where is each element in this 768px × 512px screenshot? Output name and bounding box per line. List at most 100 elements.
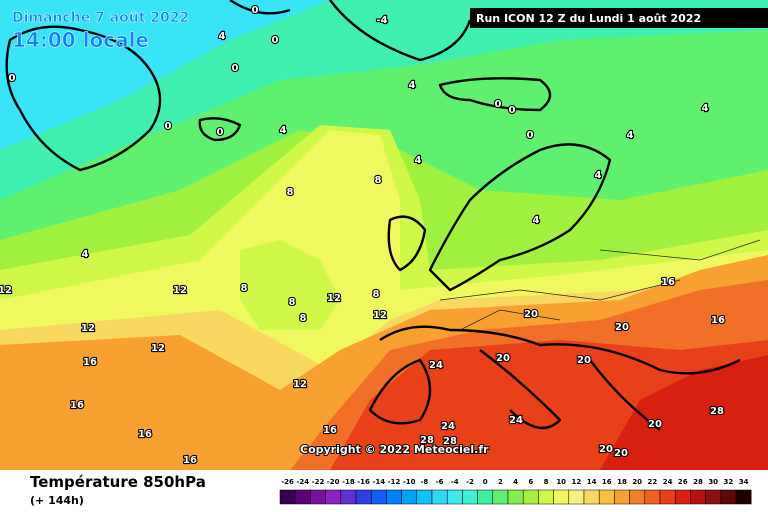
legend-tick-label: -20	[327, 478, 340, 486]
legend-tick-label: -14	[372, 478, 385, 486]
contour-label: 0	[272, 35, 279, 46]
legend-swatch	[310, 489, 326, 505]
contour-label: 24	[509, 415, 523, 426]
contour-label: 16	[70, 400, 84, 411]
run-info: Run ICON 12 Z du Lundi 1 août 2022	[476, 12, 701, 25]
contour-label: 8	[300, 313, 307, 324]
iceland-coast	[198, 117, 242, 142]
legend-tick-label: -10	[403, 478, 416, 486]
contour-label: 8	[287, 187, 294, 198]
contour-label: 24	[441, 421, 455, 432]
legend-swatch	[294, 489, 311, 505]
legend-swatch	[598, 489, 615, 505]
legend-swatch	[705, 489, 722, 505]
legend-swatch	[629, 489, 646, 505]
legend-swatch	[568, 489, 585, 505]
contour-labels: 0-404 00004000444444888888121212121212161…	[0, 4, 726, 467]
legend-swatch	[370, 489, 387, 505]
contour-label: 16	[183, 455, 197, 466]
contour-label: 0	[252, 5, 259, 16]
legend-tick-label: 2	[498, 478, 503, 486]
contour-label: -4	[376, 15, 387, 26]
legend-swatch	[416, 489, 433, 505]
legend-tick-label: 28	[693, 478, 703, 486]
contour-label: 28	[420, 435, 434, 446]
run-box	[470, 8, 768, 28]
coastlines	[5, 0, 761, 431]
legend-swatch	[401, 489, 418, 505]
legend-swatch	[507, 489, 524, 505]
legend-tick-label: 14	[587, 478, 597, 486]
legend-swatch	[644, 489, 661, 505]
country-borders	[439, 239, 761, 331]
legend-tick-label: 20	[632, 478, 642, 486]
contour-label: 0	[509, 105, 516, 116]
field-band	[240, 240, 340, 330]
legend-swatch	[720, 489, 737, 505]
contour-label: 0	[9, 73, 16, 84]
legend-tick-label: -12	[388, 478, 401, 486]
legend-swatch	[446, 489, 463, 505]
contour-label: 12	[0, 285, 12, 296]
contour-label: 20	[599, 444, 613, 455]
contour-label: 12	[373, 310, 387, 321]
legend-swatch	[553, 489, 570, 505]
contour-label: 28	[443, 436, 457, 447]
legend-tick-label: -18	[342, 478, 355, 486]
legend-swatch	[477, 489, 494, 505]
contour-label: 20	[577, 355, 591, 366]
contour-label: 0	[232, 63, 239, 74]
scandinavia-coast	[428, 143, 612, 292]
legend-swatch	[279, 489, 296, 505]
contour-label: 12	[81, 323, 95, 334]
legend-swatch	[431, 489, 448, 505]
footer-title: Température 850hPa	[30, 473, 206, 491]
contour-label: 0	[495, 99, 502, 110]
forecast-date: Dimanche 7 août 2022	[12, 10, 189, 26]
legend-swatch	[355, 489, 372, 505]
contour-label: 16	[138, 429, 152, 440]
contour-label: 28	[710, 406, 724, 417]
legend-swatch	[340, 489, 357, 505]
contour-label: 12	[327, 293, 341, 304]
legend-swatch	[462, 489, 478, 505]
field-band	[600, 355, 768, 470]
mediterranean-coast	[368, 325, 741, 431]
contour-label: 4	[595, 170, 602, 181]
legend-tick-label: 6	[528, 478, 533, 486]
contour-label: 4	[409, 80, 416, 91]
contour-label: 4	[82, 249, 89, 260]
contour-label: 24	[429, 360, 443, 371]
contour-label: 0	[527, 130, 534, 141]
contour-label: 20	[648, 419, 662, 430]
contour-label: 12	[293, 379, 307, 390]
contour-label: 16	[323, 425, 337, 436]
legend-tick-label: 0	[483, 478, 488, 486]
legend-tick-label: -24	[296, 478, 309, 486]
contour-label: 4	[702, 103, 709, 114]
color-legend: -26 -24 -22 -20 -18 -16 -14 -12 -10 -8 -6 -4 -2 0 2 4 6 8…	[279, 478, 752, 505]
legend-tick-label: -2	[466, 478, 474, 486]
legend-swatch	[614, 489, 630, 505]
contour-label: 0	[217, 127, 224, 138]
legend-tick-label: -8	[421, 478, 429, 486]
legend-tick-label: -16	[357, 478, 370, 486]
legend-tick-label: 24	[663, 478, 673, 486]
legend-tick-label: 4	[513, 478, 518, 486]
contour-label: 12	[173, 285, 187, 296]
legend-swatch	[690, 489, 706, 505]
contour-label: 4	[280, 125, 287, 136]
contour-label: 16	[83, 357, 97, 368]
contour-label: 8	[241, 283, 248, 294]
legend-tick-label: 26	[678, 478, 688, 486]
contour-label: 20	[614, 448, 628, 459]
temperature-field	[0, 0, 768, 470]
legend-tick-label: 22	[648, 478, 658, 486]
contour-label: 20	[615, 322, 629, 333]
legend-swatch	[538, 489, 554, 505]
arctic-coast	[229, 0, 472, 62]
legend-tick-label: 32	[724, 478, 734, 486]
footer-lead: (+ 144h)	[30, 494, 84, 507]
copyright: Copyright © 2022 Meteociel.fr	[300, 443, 489, 456]
